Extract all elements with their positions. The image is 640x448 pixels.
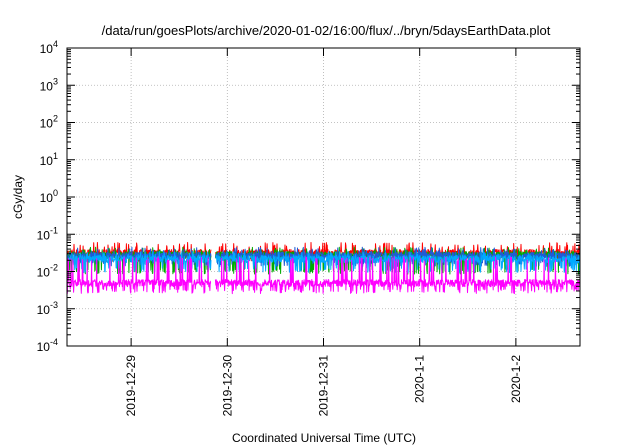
x-tick-label: 2019-12-29: [124, 355, 138, 417]
y-tick-labels: 104 103 102 101 100 10-1 10-2 10-3 10-4: [37, 39, 58, 354]
y-tick-label: 103: [40, 76, 58, 93]
series-line-3-part-1: [67, 246, 212, 267]
y-tick-label: 10-2: [37, 263, 58, 280]
grid: [67, 48, 580, 346]
y-tick-label: 101: [40, 151, 58, 168]
y-tick-label: 10-1: [37, 225, 58, 242]
chart-title: /data/run/goesPlots/archive/2020-01-02/1…: [102, 23, 551, 38]
y-tick-label: 104: [40, 39, 58, 56]
y-tick-label: 10-3: [37, 300, 58, 317]
x-tick-label: 2020-1-1: [413, 355, 427, 403]
series-line-5-part-1: [67, 256, 212, 294]
tick-marks: [67, 47, 580, 347]
x-tick-label: 2020-1-2: [509, 355, 523, 403]
series-line-4-part-2: [215, 250, 580, 274]
x-axis-label: Coordinated Universal Time (UTC): [232, 431, 416, 445]
y-tick-label: 10-4: [37, 337, 58, 354]
x-tick-labels: 2019-12-29 2019-12-30 2019-12-31 2020-1-1 20…: [124, 355, 523, 417]
y-tick-label: 102: [40, 114, 58, 131]
plot-frame: [66, 47, 581, 347]
y-axis-label: cGy/day: [11, 175, 25, 219]
x-tick-label: 2019-12-31: [317, 355, 331, 417]
series-group: [67, 242, 580, 295]
x-tick-label: 2019-12-30: [220, 355, 234, 417]
y-tick-label: 100: [40, 188, 58, 205]
series-line-5-part-2: [214, 256, 580, 295]
series-line-4-part-1: [67, 250, 212, 274]
